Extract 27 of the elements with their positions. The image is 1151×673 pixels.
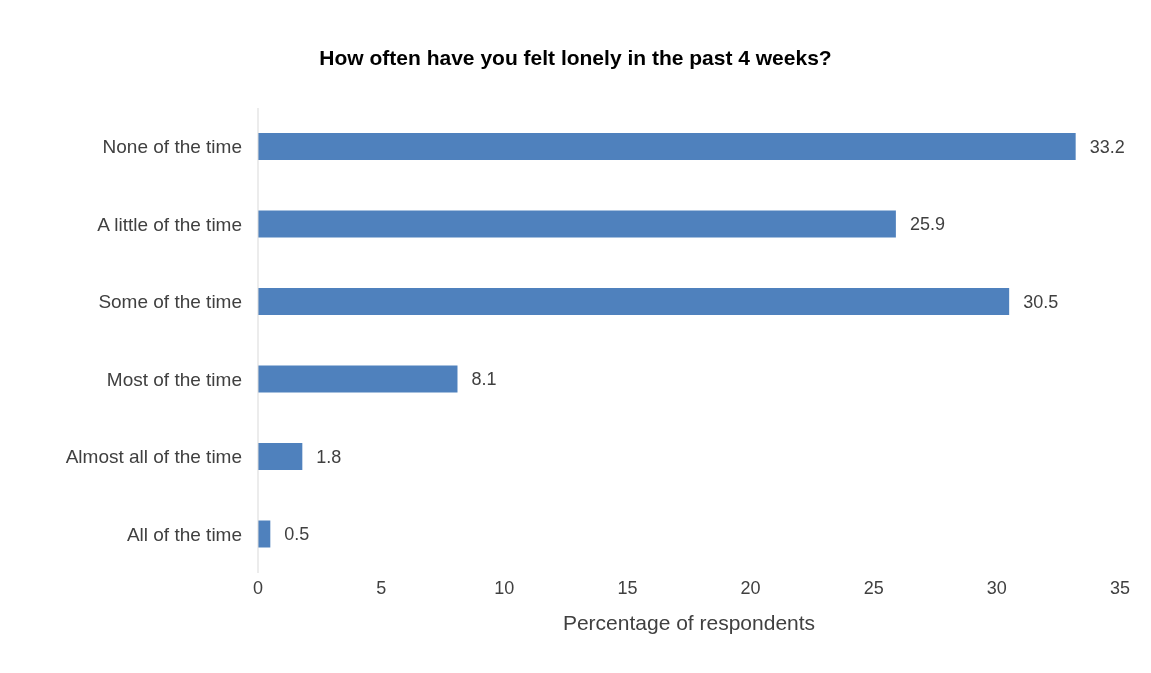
y-tick-label: All of the time bbox=[126, 523, 242, 545]
bar bbox=[258, 288, 1010, 315]
data-label: 30.5 bbox=[1023, 291, 1059, 312]
x-tick-label: 10 bbox=[494, 577, 515, 598]
data-label: 25.9 bbox=[909, 214, 945, 235]
x-tick-label: 25 bbox=[863, 577, 884, 598]
y-tick-label: None of the time bbox=[102, 136, 242, 158]
data-label: 1.8 bbox=[316, 446, 342, 467]
data-label: 8.1 bbox=[471, 369, 497, 390]
x-tick-label: 35 bbox=[1109, 577, 1131, 598]
bar bbox=[258, 365, 458, 393]
y-tick-label: Most of the time bbox=[106, 368, 242, 390]
x-tick-label: 15 bbox=[617, 577, 638, 598]
y-tick-label: Almost all of the time bbox=[65, 446, 242, 468]
y-tick-label: Some of the time bbox=[98, 291, 242, 313]
y-tick-label: A little of the time bbox=[97, 213, 242, 235]
bar bbox=[258, 133, 1076, 160]
x-tick-label: 0 bbox=[252, 577, 264, 598]
x-tick-label: 30 bbox=[986, 577, 1007, 598]
x-tick-label: 20 bbox=[740, 577, 761, 598]
x-axis-title: Percentage of respondents bbox=[562, 610, 816, 634]
data-label: 33.2 bbox=[1089, 136, 1125, 157]
bar bbox=[258, 443, 303, 470]
chart-title: How often have you felt lonely in the past 4 weeks? bbox=[318, 46, 833, 70]
bar bbox=[258, 210, 896, 238]
x-tick-label: 5 bbox=[376, 577, 387, 598]
data-label: 0.5 bbox=[284, 524, 310, 545]
